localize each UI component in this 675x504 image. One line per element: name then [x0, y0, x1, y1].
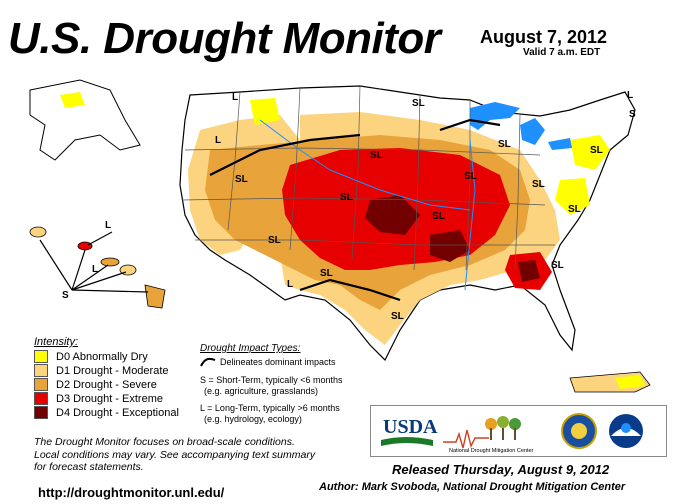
rivers: [259, 119, 476, 291]
author-credit: Author: Mark Svoboda, National Drought M…: [319, 481, 626, 493]
label-l-1: L: [215, 135, 221, 146]
note-line-3: for forecast statements.: [34, 461, 144, 473]
agency-logos: USDA National Drought Mitigation Center: [370, 405, 667, 457]
label-l-4: L: [232, 92, 238, 103]
logos-graphic: USDA National Drought Mitigation Center: [381, 413, 643, 454]
d0-region-mid-atlantic: [555, 178, 590, 215]
label-sl-3: SL: [340, 192, 353, 203]
noaa-logo-icon: [609, 414, 643, 448]
valid-time: Valid 7 a.m. EDT: [523, 47, 601, 58]
legend-item-d1: D1 Drought - Moderate: [34, 364, 169, 377]
legend-item-d3: D3 Drought - Extreme: [34, 392, 163, 405]
svg-text:National Drought Mitigation Ce: National Drought Mitigation Center: [449, 448, 534, 454]
source-url-link[interactable]: http://droughtmonitor.unl.edu/: [38, 485, 225, 500]
label-sl-4: SL: [370, 150, 383, 161]
label-l-6: L: [92, 264, 98, 275]
label-l-5: L: [105, 220, 111, 231]
label-sl-7: SL: [432, 211, 445, 222]
impact-short-term-example: (e.g. agriculture, grasslands): [204, 386, 319, 396]
label-s-2: S: [629, 109, 636, 120]
label-sl-13: SL: [391, 311, 404, 322]
label-sl-9: SL: [532, 179, 545, 190]
legend-label: D4 Drought - Exceptional: [56, 406, 179, 419]
page-title: U.S. Drought Monitor: [8, 14, 441, 63]
d4-region-arkansas: [430, 230, 470, 262]
label-sl-2: SL: [268, 235, 281, 246]
legend-swatch: [34, 364, 48, 377]
legend-swatch: [34, 392, 48, 405]
d4-region-central: [365, 195, 420, 235]
legend-swatch: [34, 378, 48, 391]
impact-long-term-example: (e.g. hydrology, ecology): [204, 414, 302, 424]
impact-line-icon: [200, 357, 216, 367]
legend-item-d4: D4 Drought - Exceptional: [34, 406, 179, 419]
state-boundaries: [181, 85, 555, 271]
impact-long-term: L = Long-Term, typically >6 months: [200, 403, 340, 413]
legend-label: D1 Drought - Moderate: [56, 364, 169, 377]
release-date: Released Thursday, August 9, 2012: [392, 462, 610, 477]
great-lakes: [470, 102, 572, 150]
label-l-2: L: [287, 279, 293, 290]
label-sl-6: SL: [498, 139, 511, 150]
label-l-3: L: [627, 90, 633, 101]
impact-short-term: S = Short-Term, typically <6 months: [200, 375, 343, 385]
d0-region-ne: [570, 135, 610, 170]
hawaii-pointers: [39, 231, 149, 293]
doc-seal-icon: [561, 413, 597, 449]
svg-text:USDA: USDA: [383, 416, 438, 438]
puerto-rico: [569, 371, 651, 393]
legend-label: D3 Drought - Extreme: [56, 392, 163, 405]
impact-boundaries: [209, 118, 501, 302]
alaska-d0: [60, 92, 85, 108]
map-labels: SL SL SL SL SL SL SL SL SL SL SL SL SL S…: [62, 90, 636, 322]
legend-label: D2 Drought - Severe: [56, 378, 157, 391]
hawaii: [29, 226, 166, 309]
disclaimer-note: The Drought Monitor focuses on broad-sca…: [34, 436, 364, 474]
label-sl-14: SL: [320, 268, 333, 279]
impact-line-label: Delineates dominant impacts: [220, 357, 336, 367]
impact-types-title: Drought Impact Types:: [200, 343, 301, 354]
ndmc-logo: National Drought Mitigation Center: [443, 416, 534, 454]
usda-logo: USDA: [381, 416, 438, 446]
label-s-1: S: [62, 290, 69, 301]
alaska: [29, 79, 141, 161]
map-date: August 7, 2012: [480, 27, 608, 47]
label-sl-8: SL: [464, 171, 477, 182]
note-line-2: Local conditions may vary. See accompany…: [34, 448, 316, 461]
d0-region-north: [250, 98, 280, 125]
legend-swatch: [34, 406, 48, 419]
note-line-1: The Drought Monitor focuses on broad-sca…: [34, 436, 295, 448]
label-sl-10: SL: [568, 204, 581, 215]
label-sl-12: SL: [551, 260, 564, 271]
label-sl-1: SL: [235, 174, 248, 185]
legend-swatch: [34, 350, 48, 363]
label-sl-11: SL: [590, 145, 603, 156]
legend-label: D0 Abnormally Dry: [56, 350, 148, 363]
intensity-legend-title: Intensity:: [34, 336, 79, 348]
legend-item-d0: D0 Abnormally Dry: [34, 350, 148, 363]
legend-item-d2: D2 Drought - Severe: [34, 378, 157, 391]
d4-region-georgia: [518, 260, 540, 282]
label-sl-5: SL: [412, 98, 425, 109]
